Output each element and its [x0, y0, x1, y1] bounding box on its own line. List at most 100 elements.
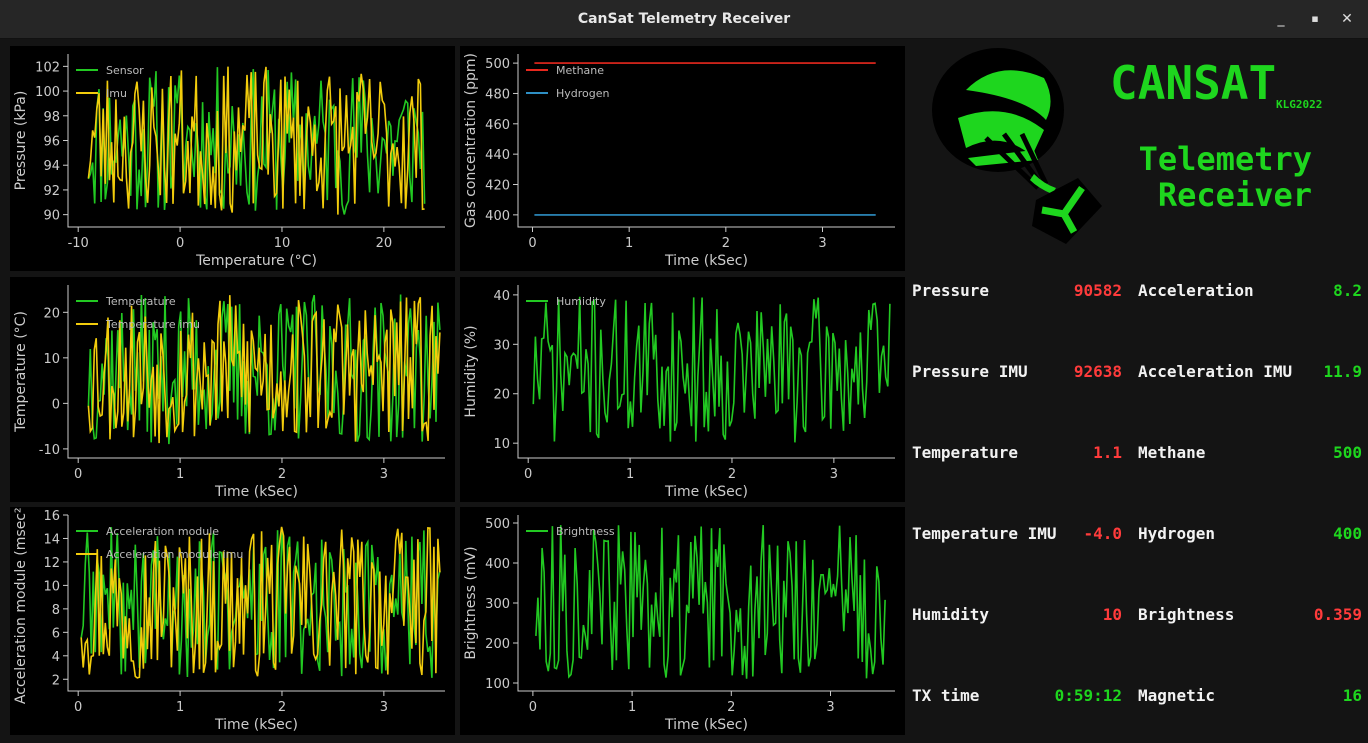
x-tick-label: 2: [727, 700, 735, 715]
y-axis-label: Brightness (mV): [463, 546, 479, 659]
y-tick-label: 10: [43, 352, 60, 367]
gas-chart[interactable]: 0 1 2 3 400 420 440 460 480 500 Time (kSec) Gas con…: [460, 46, 905, 271]
readout-magnetic: Magnetic 16: [1138, 686, 1362, 705]
x-tick-label: 0: [74, 700, 82, 715]
legend-label: Brightness: [556, 525, 615, 538]
y-tick-label: 16: [43, 509, 60, 524]
x-tick-label: 3: [380, 467, 388, 482]
pressure-plot: -10 0 10 20 90 92 94 96 98 100 102 Temperature (°C)…: [13, 54, 445, 269]
readout-humidity: Humidity 10: [912, 605, 1122, 624]
legend-label: Sensor: [106, 64, 144, 77]
readout-pressure-imu: Pressure IMU 92638: [912, 362, 1122, 381]
series-line-0: [535, 525, 886, 679]
legend-label: Acceleration module: [106, 525, 219, 538]
series-line-1: [87, 66, 425, 215]
legend-label: Humidity: [556, 295, 606, 308]
brand-line-1: Telemetry: [1138, 140, 1312, 178]
x-axis-label: Time (kSec): [664, 717, 748, 733]
y-tick-label: 96: [43, 135, 60, 150]
brand-subtitle: KLG2022: [1276, 98, 1323, 111]
gas-plot: 0 1 2 3 400 420 440 460 480 500 Time (kSec) Gas con…: [463, 53, 895, 269]
y-tick-label: 20: [43, 306, 60, 321]
y-axis-label: Temperature (°C): [13, 311, 29, 433]
x-tick-label: 3: [380, 700, 388, 715]
x-tick-label: 1: [176, 467, 184, 482]
y-tick-label: 20: [493, 388, 510, 403]
readout-acceleration: Acceleration 8.2: [1138, 281, 1362, 300]
y-axis-label: Pressure (kPa): [13, 91, 29, 191]
y-tick-label: 40: [493, 289, 510, 304]
y-axis-label: Acceleration module (msec²): [13, 507, 29, 704]
x-tick-label: 0: [528, 236, 536, 251]
legend-label: Temperature: [105, 295, 176, 308]
legend-label: Acceleration module imu: [106, 548, 243, 561]
series-line-1: [80, 526, 441, 679]
readout-temperature-imu: Temperature IMU -4.0: [912, 524, 1122, 543]
x-axis-label: Time (kSec): [664, 253, 748, 269]
readout-methane: Methane 500: [1138, 443, 1362, 462]
brightness-plot: 0 1 2 3 100 200 300 400 500 Time (kSec) Brightness…: [463, 515, 895, 733]
y-tick-label: 500: [485, 517, 510, 532]
readout-acceleration-imu: Acceleration IMU 11.9: [1138, 362, 1362, 381]
y-tick-label: 100: [485, 677, 510, 692]
x-tick-label: 0: [524, 467, 532, 482]
y-axis-label: Humidity (%): [463, 325, 479, 417]
readouts-panel: Pressure 90582 Acceleration 8.2 Pressure I…: [906, 270, 1368, 740]
readout-hydrogen: Hydrogen 400: [1138, 524, 1362, 543]
x-tick-label: 2: [728, 467, 736, 482]
maximize-button[interactable]: ▪: [1311, 12, 1319, 25]
axis-lines: [67, 515, 445, 692]
y-tick-label: 102: [35, 60, 60, 75]
y-tick-label: 400: [485, 557, 510, 572]
y-tick-label: 200: [485, 637, 510, 652]
brand-line-2: Receiver: [1157, 176, 1312, 214]
x-tick-label: 1: [176, 700, 184, 715]
close-button[interactable]: ✕: [1341, 11, 1353, 27]
x-tick-label: 3: [830, 467, 838, 482]
parachute-cansat-icon: [932, 48, 1102, 244]
y-tick-label: 460: [485, 118, 510, 133]
y-tick-label: 440: [485, 148, 510, 163]
y-tick-label: 12: [43, 556, 60, 571]
x-tick-label: 10: [274, 236, 291, 251]
x-tick-label: 1: [628, 700, 636, 715]
y-tick-label: 10: [493, 437, 510, 452]
brightness-chart[interactable]: 0 1 2 3 100 200 300 400 500 Time (kSec) Brightness…: [460, 507, 905, 735]
y-tick-label: 94: [43, 159, 60, 174]
axis-lines: [517, 515, 895, 692]
x-tick-label: 2: [278, 467, 286, 482]
temperature-chart[interactable]: 0 1 2 3 -10 0 10 20 Time (kSec) Temperature (°C) T…: [10, 277, 455, 502]
y-tick-label: 98: [43, 110, 60, 125]
y-tick-label: 300: [485, 597, 510, 612]
series-line-0: [87, 67, 426, 215]
pressure-chart[interactable]: -10 0 10 20 90 92 94 96 98 100 102 Temperature (°C)…: [10, 46, 455, 271]
humidity-chart[interactable]: 0 1 2 3 10 20 30 40 Time (kSec) Humidity (%) Humid…: [460, 277, 905, 502]
window-title: CanSat Telemetry Receiver: [577, 11, 791, 27]
y-tick-label: 10: [43, 579, 60, 594]
acceleration-chart[interactable]: 0 1 2 3 2 4 6 8 10 12 14 16 Time (kSec) Acceleration …: [10, 507, 455, 735]
y-tick-label: 420: [485, 179, 510, 194]
minimize-button[interactable]: _: [1277, 11, 1285, 27]
brand-title: CANSAT: [1110, 56, 1277, 110]
y-tick-label: 8: [52, 603, 60, 618]
x-tick-label: 3: [818, 236, 826, 251]
x-tick-label: 1: [626, 467, 634, 482]
axis-lines: [517, 54, 895, 228]
y-tick-label: 100: [35, 85, 60, 100]
y-tick-label: 14: [43, 532, 60, 547]
y-tick-label: 90: [43, 209, 60, 224]
y-tick-label: 480: [485, 87, 510, 102]
x-tick-label: -10: [68, 236, 89, 251]
temperature-plot: 0 1 2 3 -10 0 10 20 Time (kSec) Temperature (°C) T…: [13, 285, 445, 500]
y-tick-label: 30: [493, 338, 510, 353]
readout-temperature: Temperature 1.1: [912, 443, 1122, 462]
legend-label: Imu: [106, 87, 127, 100]
series-line-1: [87, 295, 441, 444]
y-tick-label: 92: [43, 184, 60, 199]
axis-lines: [67, 54, 445, 228]
y-tick-label: 400: [485, 209, 510, 224]
x-tick-label: 0: [176, 236, 184, 251]
axis-lines: [67, 285, 445, 459]
x-tick-label: 0: [74, 467, 82, 482]
